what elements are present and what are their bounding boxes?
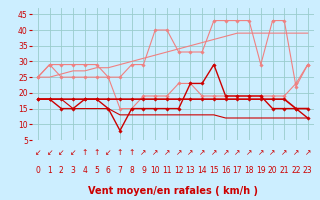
- Text: ↑: ↑: [82, 148, 88, 157]
- Text: 6: 6: [106, 166, 111, 175]
- Text: 21: 21: [279, 166, 289, 175]
- Text: 17: 17: [233, 166, 242, 175]
- Text: 22: 22: [291, 166, 301, 175]
- Text: ↗: ↗: [211, 148, 217, 157]
- Text: 3: 3: [71, 166, 76, 175]
- Text: 1: 1: [47, 166, 52, 175]
- Text: ↗: ↗: [281, 148, 287, 157]
- Text: 9: 9: [141, 166, 146, 175]
- Text: ↗: ↗: [222, 148, 229, 157]
- Text: ↙: ↙: [58, 148, 65, 157]
- Text: ↙: ↙: [70, 148, 76, 157]
- Text: 5: 5: [94, 166, 99, 175]
- Text: ↙: ↙: [35, 148, 41, 157]
- Text: ↗: ↗: [305, 148, 311, 157]
- Text: ↗: ↗: [175, 148, 182, 157]
- Text: 2: 2: [59, 166, 64, 175]
- Text: 15: 15: [209, 166, 219, 175]
- Text: 18: 18: [244, 166, 254, 175]
- Text: ↗: ↗: [258, 148, 264, 157]
- Text: 13: 13: [186, 166, 195, 175]
- Text: 12: 12: [174, 166, 183, 175]
- Text: 19: 19: [256, 166, 266, 175]
- Text: 0: 0: [36, 166, 40, 175]
- Text: ↑: ↑: [129, 148, 135, 157]
- Text: ↗: ↗: [246, 148, 252, 157]
- Text: ↑: ↑: [117, 148, 123, 157]
- Text: 11: 11: [162, 166, 172, 175]
- Text: ↑: ↑: [93, 148, 100, 157]
- Text: ↗: ↗: [152, 148, 158, 157]
- Text: ↗: ↗: [187, 148, 194, 157]
- Text: ↗: ↗: [140, 148, 147, 157]
- Text: 16: 16: [221, 166, 230, 175]
- Text: ↗: ↗: [269, 148, 276, 157]
- Text: 8: 8: [129, 166, 134, 175]
- Text: ↗: ↗: [293, 148, 299, 157]
- Text: ↗: ↗: [199, 148, 205, 157]
- Text: Vent moyen/en rafales ( km/h ): Vent moyen/en rafales ( km/h ): [88, 186, 258, 196]
- Text: 7: 7: [117, 166, 123, 175]
- Text: ↗: ↗: [234, 148, 241, 157]
- Text: ↙: ↙: [105, 148, 111, 157]
- Text: 10: 10: [150, 166, 160, 175]
- Text: 23: 23: [303, 166, 313, 175]
- Text: 14: 14: [197, 166, 207, 175]
- Text: ↙: ↙: [46, 148, 53, 157]
- Text: ↗: ↗: [164, 148, 170, 157]
- Text: 4: 4: [82, 166, 87, 175]
- Text: 20: 20: [268, 166, 277, 175]
